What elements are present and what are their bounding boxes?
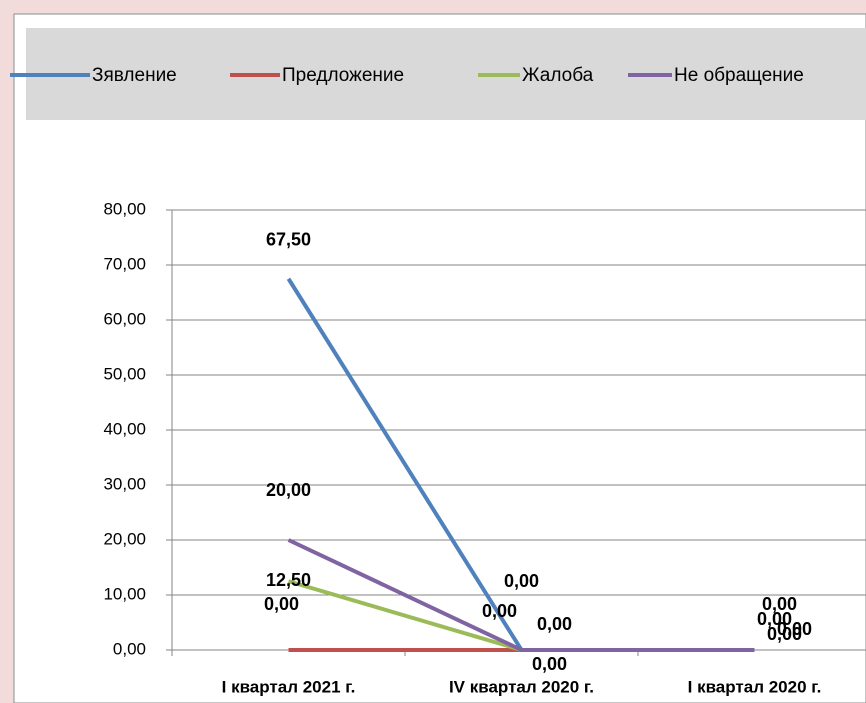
y-tick-label: 0,00 — [113, 639, 146, 658]
data-label: 0,00 — [482, 601, 517, 621]
data-label: 0,00 — [762, 594, 797, 614]
x-tick-label: I квартал 2021 г. — [222, 677, 356, 696]
legend-label: Жалоба — [522, 65, 594, 86]
y-tick-label: 60,00 — [103, 309, 146, 328]
y-tick-label: 80,00 — [103, 199, 146, 218]
y-tick-label: 30,00 — [103, 474, 146, 493]
y-tick-label: 50,00 — [103, 364, 146, 383]
data-label: 0,00 — [264, 594, 299, 614]
data-label: 12,50 — [266, 570, 311, 590]
y-tick-label: 40,00 — [103, 419, 146, 438]
y-tick-label: 20,00 — [103, 529, 146, 548]
data-label: 0,00 — [757, 609, 792, 629]
legend-label: Не обращение — [674, 65, 804, 86]
legend-box — [26, 28, 866, 120]
x-tick-label: I квартал 2020 г. — [688, 677, 822, 696]
data-label: 0,00 — [504, 571, 539, 591]
data-label: 0,00 — [777, 619, 812, 639]
y-tick-label: 70,00 — [103, 254, 146, 273]
data-label: 67,50 — [266, 230, 311, 250]
legend-label: Предложение — [282, 65, 404, 86]
x-tick-label: IV квартал 2020 г. — [449, 677, 594, 696]
y-tick-label: 10,00 — [103, 584, 146, 603]
data-label: 0,00 — [767, 624, 802, 644]
legend-label: Зявление — [92, 65, 177, 86]
data-label: 0,00 — [532, 654, 567, 674]
chart-area — [13, 13, 866, 703]
data-label: 0,00 — [537, 614, 572, 634]
series-line — [287, 538, 755, 652]
data-label: 20,00 — [266, 480, 311, 500]
